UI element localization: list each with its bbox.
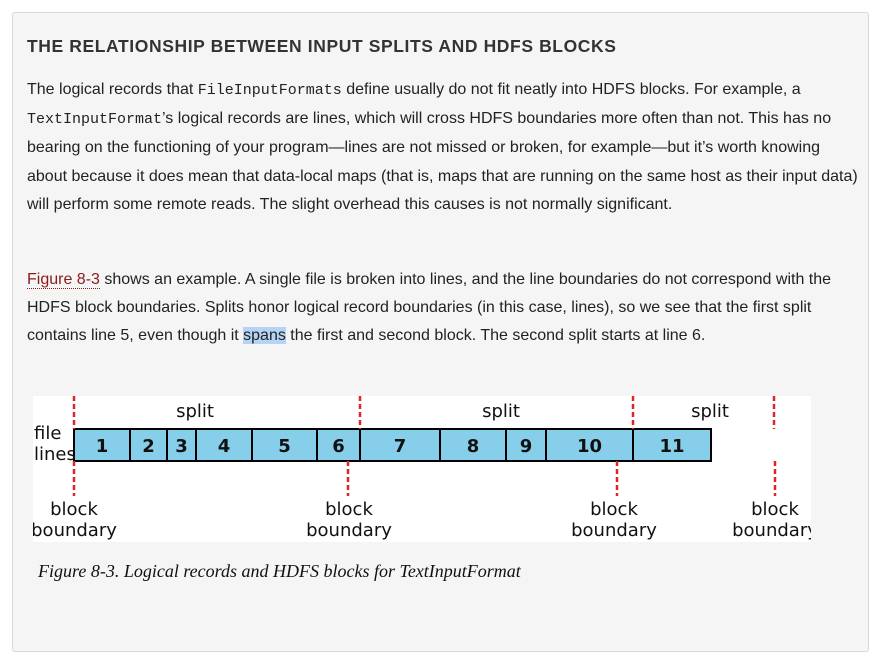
line-cell [505,428,547,462]
block-label: block [751,499,799,520]
line-cell [129,428,168,462]
block-label: block [590,499,638,520]
text: ’s logical records are lines, which will… [27,110,858,213]
boundary-label: boundary [306,520,392,541]
line-number: 8 [467,436,480,457]
boundary-label: boundary [571,520,657,541]
line-cell [632,428,712,462]
line-number: 1 [96,436,109,457]
line-number: 10 [577,436,602,457]
boundary-label: boundary [732,520,811,541]
paragraph-records: The logical records that FileInputFormat… [27,76,861,219]
line-number: 5 [278,436,291,457]
sidebar-note-panel: THE RELATIONSHIP BETWEEN INPUT SPLITS AN… [12,12,869,652]
block-label: block [50,499,98,520]
figure-link[interactable]: Figure 8-3 [27,271,100,289]
line-number: 11 [659,436,684,457]
line-cell [545,428,634,462]
figure-diagram: 1 2 3 4 5 6 7 8 9 10 11 file lines split split split blo… [33,396,811,542]
paragraph-example: Figure 8-3 shows an example. A single fi… [27,266,861,351]
line-number: 7 [394,436,407,457]
figure-caption: Figure 8-3. Logical records and HDFS blo… [38,561,521,581]
file-label: file [34,423,61,444]
split-label: split [176,401,214,422]
text: define usually do not fit neatly into HD… [341,81,801,98]
text: The logical records that [27,81,198,98]
split-label: split [691,401,729,422]
line-cell [316,428,361,462]
block-label: block [325,499,373,520]
line-cell [166,428,197,462]
code-textinputformat: TextInputFormat [27,111,163,129]
boundary-label: boundary [33,520,117,541]
line-number: 4 [218,436,231,457]
selected-text-highlight[interactable]: spans [243,327,286,345]
line-cell [195,428,253,462]
line-number: 9 [520,436,533,457]
text: the first and second block. The second s… [285,327,706,345]
line-number: 6 [332,436,345,457]
split-label: split [482,401,520,422]
text: shows an example. A single file is broke… [27,271,832,345]
line-cell [439,428,507,462]
line-number: 2 [142,436,155,457]
line-number: 3 [175,436,188,457]
lines-label: lines [34,444,76,465]
code-fileinputformats: FileInputFormats [197,82,342,99]
section-heading: THE RELATIONSHIP BETWEEN INPUT SPLITS AN… [27,36,617,56]
line-cell [73,428,131,462]
